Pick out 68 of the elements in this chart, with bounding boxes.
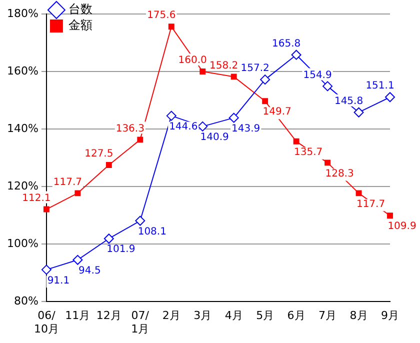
data-label: 151.1 xyxy=(366,80,394,92)
data-label: 140.9 xyxy=(200,132,229,144)
data-label: 101.9 xyxy=(106,244,136,256)
point xyxy=(228,112,239,123)
x-tick-label: 11月 xyxy=(65,309,90,322)
point xyxy=(106,162,112,168)
x-tick-label: 3月 xyxy=(194,309,212,322)
point xyxy=(135,216,146,226)
point xyxy=(324,160,331,166)
data-label: 157.2 xyxy=(240,63,270,74)
point xyxy=(262,98,268,104)
x-tick-label: 4月 xyxy=(224,309,243,322)
data-label: 158.2 xyxy=(210,60,238,72)
x-tick-label: 6月 xyxy=(287,309,306,322)
data-label: 127.5 xyxy=(84,148,114,160)
point xyxy=(72,254,83,265)
y-tick-label: 140% xyxy=(6,122,38,135)
point xyxy=(291,50,302,60)
legend-label: 台数 xyxy=(68,2,92,16)
point xyxy=(166,110,176,121)
legend-label: 金額 xyxy=(68,18,92,32)
data-label: 135.7 xyxy=(294,147,323,158)
x-tick-label: 06/ 10月 xyxy=(34,309,59,336)
x-tick-label: 07/ 1月 xyxy=(131,309,150,336)
point xyxy=(200,68,206,74)
point xyxy=(322,81,333,92)
point xyxy=(198,121,208,132)
data-label: 175.6 xyxy=(147,10,176,22)
point xyxy=(385,92,395,102)
data-label: 117.7 xyxy=(53,176,82,188)
y-tick-label: 80% xyxy=(14,294,38,308)
y-tick-label: 100% xyxy=(6,236,38,250)
data-label: 154.9 xyxy=(303,70,332,81)
y-tick-label: 160% xyxy=(6,64,38,78)
x-tick-label: 5月 xyxy=(256,309,274,322)
x-tick-label: 12月 xyxy=(96,309,122,322)
x-tick-label: 8月 xyxy=(350,309,368,322)
data-label: 108.1 xyxy=(138,226,166,238)
point xyxy=(354,107,364,118)
data-label: 136.3 xyxy=(116,123,144,134)
data-label: 91.1 xyxy=(47,275,70,286)
y-tick-label: 120% xyxy=(6,179,38,192)
x-tick-label: 2月 xyxy=(162,309,180,322)
data-label: 94.5 xyxy=(78,265,101,276)
point xyxy=(41,264,52,275)
point xyxy=(260,74,270,85)
data-label: 143.9 xyxy=(232,123,260,134)
point xyxy=(230,74,237,80)
point xyxy=(104,234,114,244)
point xyxy=(356,190,362,196)
data-label: 160.0 xyxy=(178,55,207,66)
data-label: 165.8 xyxy=(272,38,301,50)
point xyxy=(137,136,144,143)
point xyxy=(43,206,50,212)
x-tick-label: 9月 xyxy=(381,309,399,322)
point xyxy=(168,24,174,30)
data-label: 117.7 xyxy=(356,198,386,210)
point xyxy=(293,138,300,144)
data-label: 128.3 xyxy=(325,168,354,180)
data-label: 149.7 xyxy=(262,106,292,118)
x-tick-label: 7月 xyxy=(318,309,337,322)
point xyxy=(74,190,81,196)
data-label: 144.6 xyxy=(169,121,198,132)
data-label: 112.1 xyxy=(22,192,51,204)
point xyxy=(387,212,393,219)
y-tick-label: 180% xyxy=(6,6,38,20)
data-label: 109.9 xyxy=(388,221,416,232)
data-label: 145.8 xyxy=(334,96,364,107)
